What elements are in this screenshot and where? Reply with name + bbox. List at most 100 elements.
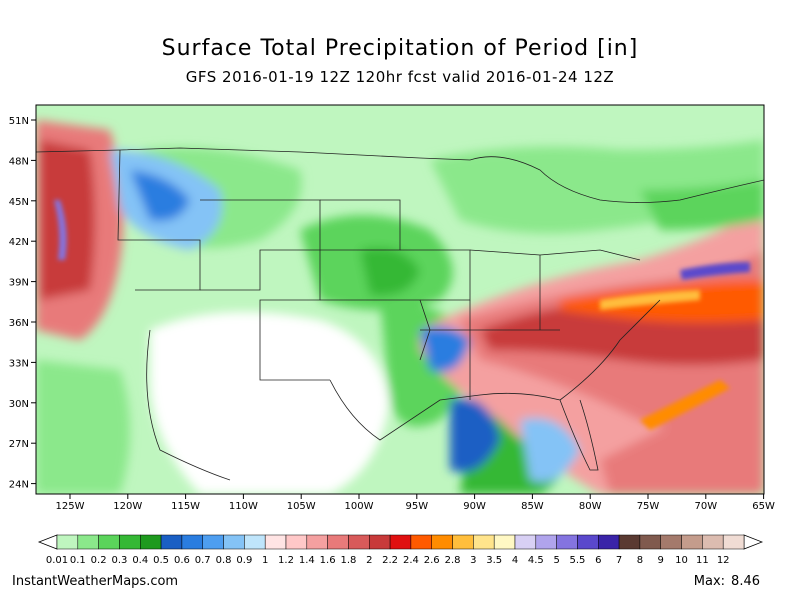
legend-label: 6 <box>595 555 601 566</box>
legend-label: 3.5 <box>486 555 502 566</box>
legend-label: 0.5 <box>153 555 169 566</box>
legend-swatch <box>452 534 474 550</box>
legend-swatch <box>389 534 412 550</box>
legend-swatch <box>514 534 537 550</box>
legend-swatch <box>244 534 266 550</box>
legend-label: 11 <box>696 555 709 566</box>
legend-swatch <box>348 534 370 550</box>
lon-label: 105W <box>287 501 316 512</box>
legend-label: 0.8 <box>216 555 232 566</box>
legend-label: 5 <box>553 555 559 566</box>
legend-label: 0.4 <box>132 555 148 566</box>
legend-label: 0.7 <box>195 555 211 566</box>
max-value: 8.46 <box>731 574 760 589</box>
lon-label: 100W <box>345 501 374 512</box>
legend-label: 2.4 <box>403 555 419 566</box>
legend-label: 1.2 <box>278 555 294 566</box>
legend-swatch <box>202 534 224 550</box>
legend-label: 1.4 <box>299 555 315 566</box>
legend-swatch <box>264 534 287 550</box>
legend-swatch <box>660 534 682 550</box>
latitude-labels: 51N 48N 45N 42N 39N 36N 33N 30N 27N 24N <box>9 116 36 491</box>
legend-swatch <box>140 534 162 550</box>
legend-swatch <box>56 534 79 550</box>
legend-swatch <box>119 534 141 550</box>
legend-arrow-left <box>37 534 58 550</box>
legend-label: 0.3 <box>112 555 128 566</box>
color-legend <box>37 534 764 550</box>
legend-swatch <box>327 534 349 550</box>
legend-swatch <box>577 534 599 550</box>
lat-label: 27N <box>9 439 29 450</box>
legend-swatch <box>306 534 328 550</box>
legend-label: 4 <box>512 555 518 566</box>
longitude-labels: 125W 120W 115W 110W 105W 100W 95W 90W 85W 80W 75W 7… <box>56 494 775 512</box>
legend-labels: 0.01 0.1 0.2 0.3 0.4 0.5 0.6 0.7 0.8 0.9 1 1.2 1.4 1.… <box>46 555 730 566</box>
lat-label: 36N <box>9 318 29 329</box>
lon-label: 65W <box>752 501 775 512</box>
lon-label: 120W <box>113 501 142 512</box>
legend-swatch <box>722 534 745 550</box>
lon-label: 125W <box>56 501 85 512</box>
lat-label: 33N <box>9 358 29 369</box>
legend-label: 0.1 <box>70 555 86 566</box>
legend-label: 0.2 <box>91 555 107 566</box>
lat-label: 51N <box>9 116 29 127</box>
legend-swatch <box>598 534 620 550</box>
legend-label: 2.8 <box>445 555 461 566</box>
map-subtitle: GFS 2016-01-19 12Z 120hr fcst valid 2016… <box>185 68 615 86</box>
legend-label: 9 <box>658 555 664 566</box>
legend-label: 0.6 <box>174 555 190 566</box>
legend-label: 4.5 <box>528 555 544 566</box>
legend-label: 2.2 <box>382 555 398 566</box>
legend-swatch <box>473 534 495 550</box>
lat-label: 39N <box>9 278 29 289</box>
legend-label: 2.6 <box>424 555 440 566</box>
legend-swatch <box>223 534 245 550</box>
lon-label: 90W <box>463 501 486 512</box>
legend-swatch <box>181 534 203 550</box>
site-credit: InstantWeatherMaps.com <box>12 574 179 589</box>
lon-label: 95W <box>405 501 428 512</box>
legend-label: 7 <box>616 555 622 566</box>
legend-swatch <box>535 534 557 550</box>
legend-label: 0.9 <box>236 555 252 566</box>
legend-arrow-right <box>743 534 764 550</box>
lat-label: 42N <box>9 237 29 248</box>
lon-label: 80W <box>579 501 602 512</box>
legend-swatch <box>98 534 120 550</box>
map-frame <box>35 104 765 495</box>
legend-swatch <box>639 534 661 550</box>
legend-swatch <box>160 534 183 550</box>
lon-label: 85W <box>521 501 544 512</box>
legend-label: 10 <box>675 555 688 566</box>
legend-swatch <box>493 534 516 550</box>
lat-label: 24N <box>9 480 29 491</box>
legend-swatch <box>431 534 453 550</box>
legend-swatch <box>681 534 703 550</box>
legend-swatch <box>702 534 724 550</box>
legend-label: 1 <box>262 555 268 566</box>
legend-swatch <box>410 534 432 550</box>
lat-label: 30N <box>9 399 29 410</box>
precipitation-field <box>36 105 764 494</box>
max-readout: Max: 8.46 <box>688 574 760 589</box>
legend-label: 0.01 <box>46 555 68 566</box>
legend-label: 1.8 <box>341 555 357 566</box>
legend-label: 5.5 <box>570 555 586 566</box>
lon-label: 75W <box>637 501 660 512</box>
lon-label: 70W <box>694 501 717 512</box>
legend-swatch <box>556 534 578 550</box>
lat-label: 45N <box>9 197 29 208</box>
lat-label: 48N <box>9 156 29 167</box>
legend-label: 2 <box>366 555 372 566</box>
boundary-lines <box>36 147 764 481</box>
max-label: Max: <box>693 574 726 589</box>
legend-label: 12 <box>717 555 730 566</box>
legend-label: 8 <box>637 555 643 566</box>
legend-label: 3 <box>470 555 476 566</box>
lon-label: 110W <box>229 501 258 512</box>
legend-swatch <box>618 534 641 550</box>
lon-label: 115W <box>171 501 200 512</box>
